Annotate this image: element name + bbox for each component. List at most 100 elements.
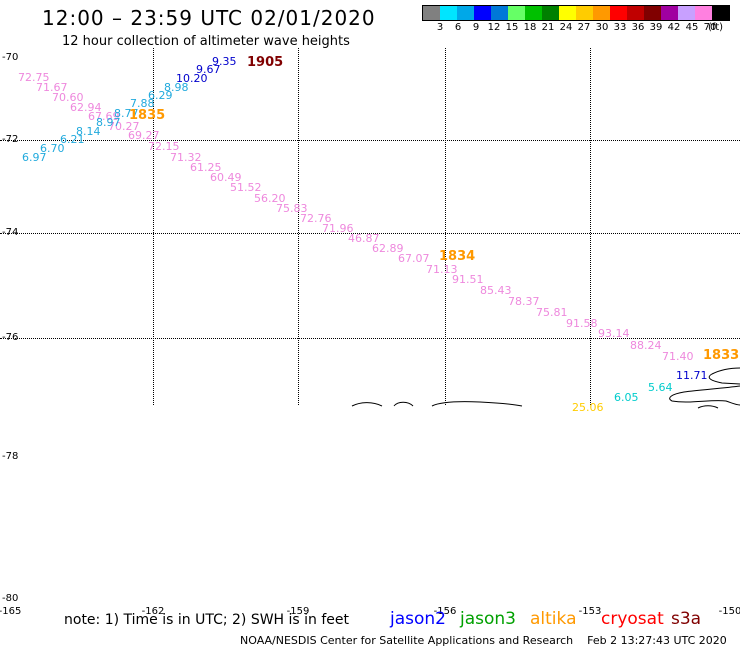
lat-label: -80 bbox=[2, 593, 19, 604]
legend-label: 9 bbox=[472, 22, 480, 33]
wave-height-label: 67.07 bbox=[398, 252, 430, 265]
wave-height-label: 71.96 bbox=[322, 222, 354, 235]
wave-height-label: 6.21 bbox=[60, 133, 85, 146]
grid-line-vertical bbox=[153, 48, 154, 405]
wave-height-label: 71.40 bbox=[662, 350, 694, 363]
wave-height-label: 78.37 bbox=[508, 295, 540, 308]
wave-height-label: 88.24 bbox=[630, 339, 662, 352]
lon-label: -153 bbox=[578, 606, 602, 617]
wave-height-label: 8.98 bbox=[164, 81, 189, 94]
pass-time-label: 1835 bbox=[129, 108, 166, 123]
wave-height-label: 10.20 bbox=[176, 72, 208, 85]
satellite-cryosat: cryosat bbox=[601, 609, 664, 629]
wave-height-label: 72.76 bbox=[300, 212, 332, 225]
legend-swatch bbox=[661, 6, 678, 20]
wave-height-label: 6.97 bbox=[22, 151, 47, 164]
wave-height-label: 67.69 bbox=[88, 110, 120, 123]
wave-height-label: 8.14 bbox=[76, 125, 101, 138]
legend-swatch bbox=[508, 6, 525, 20]
legend-label: 12 bbox=[487, 22, 501, 33]
wave-height-label: 51.52 bbox=[230, 181, 262, 194]
grid-line-horizontal bbox=[0, 140, 740, 141]
generated-timestamp: Feb 2 13:27:43 UTC 2020 bbox=[587, 634, 727, 647]
credit-line: NOAA/NESDIS Center for Satellite Applica… bbox=[240, 634, 727, 647]
legend-swatch bbox=[423, 6, 440, 20]
legend-swatch bbox=[542, 6, 559, 20]
legend-label: 6 bbox=[454, 22, 462, 33]
legend-label: 3 bbox=[436, 22, 444, 33]
footnote: note: 1) Time is in UTC; 2) SWH is in fe… bbox=[64, 612, 350, 628]
map-title: 12:00 – 23:59 UTC 02/01/2020 bbox=[42, 6, 376, 30]
legend-label: 15 bbox=[505, 22, 519, 33]
lon-label: -156 bbox=[433, 606, 457, 617]
pass-time-label: 1834 bbox=[439, 249, 476, 264]
legend-swatch bbox=[491, 6, 508, 20]
legend-swatch bbox=[610, 6, 627, 20]
lon-label: -159 bbox=[286, 606, 310, 617]
pass-time-label: 1833 bbox=[703, 348, 740, 363]
wave-height-label: 72.75 bbox=[18, 71, 50, 84]
legend-swatch bbox=[559, 6, 576, 20]
lon-label: -165 bbox=[0, 606, 22, 617]
legend-swatch bbox=[695, 6, 712, 20]
lat-label: -70 bbox=[2, 52, 19, 63]
wave-height-label: 62.89 bbox=[372, 242, 404, 255]
legend-swatch bbox=[440, 6, 457, 20]
wave-height-label: 7.88 bbox=[130, 97, 155, 110]
legend-swatch bbox=[457, 6, 474, 20]
wave-height-label: 8.77 bbox=[114, 107, 139, 120]
legend-swatch bbox=[627, 6, 644, 20]
satellite-jason3: jason3 bbox=[460, 609, 516, 629]
wave-height-label: 91.58 bbox=[566, 317, 598, 330]
wave-height-label: 72.15 bbox=[148, 140, 180, 153]
credit-text: NOAA/NESDIS Center for Satellite Applica… bbox=[240, 634, 574, 647]
legend-label: 70 bbox=[703, 22, 717, 33]
legend-label: 21 bbox=[541, 22, 555, 33]
lon-label: -162 bbox=[141, 606, 165, 617]
grid-line-vertical bbox=[298, 48, 299, 405]
wave-height-label: 71.67 bbox=[36, 81, 68, 94]
lat-label: -72 bbox=[2, 134, 19, 145]
wave-height-label: 71.32 bbox=[170, 151, 202, 164]
wave-height-label: 71.13 bbox=[426, 263, 458, 276]
lat-label: -76 bbox=[2, 332, 19, 343]
wave-height-label: 93.14 bbox=[598, 327, 630, 340]
wave-height-label: 9.35 bbox=[212, 55, 237, 68]
lat-label: -74 bbox=[2, 227, 19, 238]
wave-height-label: 91.51 bbox=[452, 273, 484, 286]
legend-swatch bbox=[678, 6, 695, 20]
grid-line-horizontal bbox=[0, 338, 740, 339]
legend-label: 36 bbox=[631, 22, 645, 33]
satellite-jason2: jason2 bbox=[390, 609, 446, 629]
legend-swatch bbox=[644, 6, 661, 20]
lon-label: -150 bbox=[718, 606, 740, 617]
wave-height-label: 25.06 bbox=[572, 401, 604, 414]
wave-height-label: 9.67 bbox=[196, 63, 221, 76]
wave-height-label: 11.71 bbox=[676, 369, 708, 382]
wave-height-label: 46.87 bbox=[348, 232, 380, 245]
color-scale-legend bbox=[422, 5, 730, 21]
wave-height-label: 56.20 bbox=[254, 192, 286, 205]
legend-swatch bbox=[712, 6, 729, 20]
legend-label: 27 bbox=[577, 22, 591, 33]
legend-label: 45 bbox=[685, 22, 699, 33]
wave-height-label: 69.27 bbox=[128, 129, 160, 142]
pass-time-label: 1905 bbox=[247, 55, 284, 70]
wave-height-label: 75.81 bbox=[536, 306, 568, 319]
legend-label: 24 bbox=[559, 22, 573, 33]
legend-label: 30 bbox=[595, 22, 609, 33]
wave-height-label: 6.70 bbox=[40, 142, 65, 155]
map-subtitle: 12 hour collection of altimeter wave hei… bbox=[62, 34, 350, 49]
wave-height-label: 70.27 bbox=[108, 120, 140, 133]
legend-unit: (ft) bbox=[708, 22, 724, 33]
grid-line-vertical bbox=[590, 48, 591, 405]
legend-label: 42 bbox=[667, 22, 681, 33]
wave-height-label: 6.29 bbox=[148, 89, 173, 102]
wave-height-label: 75.83 bbox=[276, 202, 308, 215]
wave-height-label: 8.97 bbox=[96, 116, 121, 129]
lat-label: -78 bbox=[2, 451, 19, 462]
wave-height-label: 6.05 bbox=[614, 391, 639, 404]
legend-swatch bbox=[576, 6, 593, 20]
